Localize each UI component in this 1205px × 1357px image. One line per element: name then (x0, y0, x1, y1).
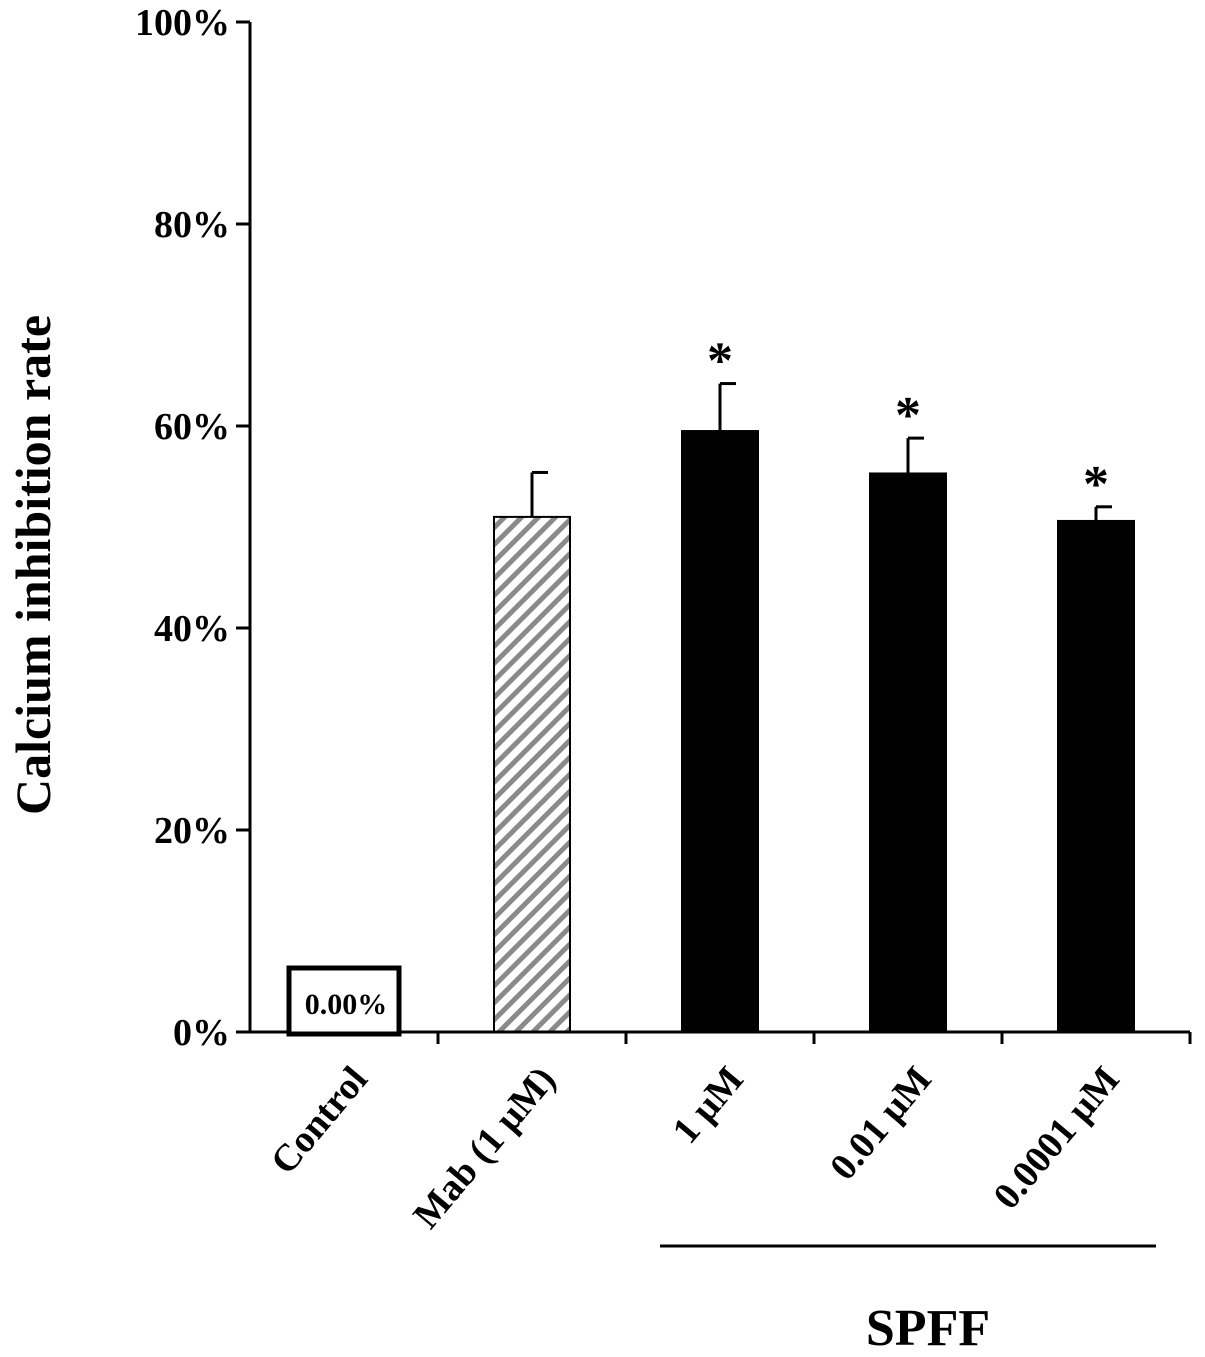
significance-star: * (895, 387, 921, 444)
y-tick-label: 80% (154, 204, 230, 246)
bars (493, 430, 1135, 1034)
significance-star: * (707, 333, 733, 390)
bar (681, 430, 759, 1033)
y-tick-label: 0% (173, 1012, 230, 1054)
bar (1057, 519, 1135, 1033)
category-label: 1 μM (664, 1059, 751, 1152)
category-labels: Control Mab (1 μM) 1 μM 0.01 μM 0.0001 μM (263, 1059, 1128, 1237)
bar (869, 472, 947, 1034)
y-tick-label: 100% (135, 2, 230, 44)
control-value-label: 0.00% (305, 988, 388, 1021)
control-value-box: 0.00% (286, 965, 402, 1037)
spff-group: SPFF (660, 1244, 1156, 1357)
y-tick-label: 40% (154, 608, 230, 650)
error-bars (530, 382, 1112, 521)
group-label: SPFF (866, 1300, 990, 1357)
category-label: Mab (1 μM) (405, 1059, 564, 1237)
significance-star: * (1083, 456, 1109, 513)
category-label: 0.0001 μM (986, 1059, 1128, 1217)
category-label: Control (263, 1059, 376, 1182)
y-axis-ticks: 0% 20% 40% 60% 80% 100% (135, 2, 250, 1054)
y-tick-label: 20% (154, 810, 230, 852)
y-tick-label: 60% (154, 406, 230, 448)
y-axis-label: Calcium inhibition rate (5, 315, 61, 815)
significance-markers: * * * (707, 333, 1109, 513)
x-axis-ticks (436, 1032, 1192, 1044)
category-label: 0.01 μM (822, 1059, 940, 1188)
bar (493, 515, 571, 1033)
